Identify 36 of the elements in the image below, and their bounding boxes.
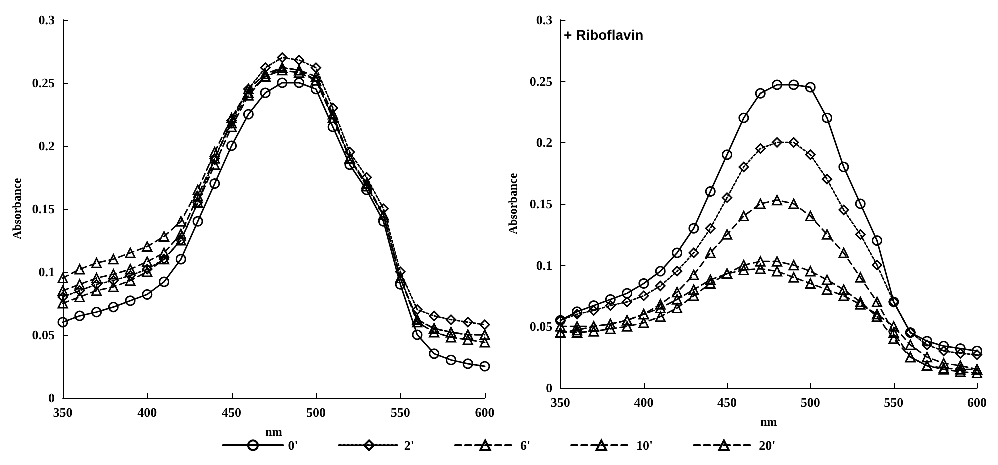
- y-axis-title: Absorbance: [506, 172, 520, 235]
- y-tick-label: 0.25: [32, 76, 56, 90]
- y-tick-label: 0.05: [530, 319, 554, 334]
- y-tick-label: 0.15: [32, 202, 56, 216]
- x-tick-label: 550: [390, 405, 410, 420]
- x-tick-label: 350: [53, 405, 73, 420]
- x-tick-label: 550: [884, 395, 904, 410]
- x-tick-label: 400: [634, 395, 654, 410]
- x-tick-label: 450: [222, 405, 242, 420]
- legend-label: 20': [759, 438, 776, 453]
- x-tick-label: 400: [138, 405, 158, 420]
- x-tick-label: 600: [475, 405, 495, 420]
- y-tick-label: 0.1: [38, 264, 55, 280]
- x-tick-label: 350: [550, 395, 570, 410]
- y-tick-label: 0.05: [32, 328, 56, 342]
- y-tick-label: 0.15: [530, 196, 554, 212]
- y-tick-label: 0.3: [38, 12, 56, 28]
- y-tick-label: 0.2: [536, 135, 553, 150]
- x-tick-label: 500: [800, 395, 820, 410]
- y-axis-title: Absorbance: [10, 178, 24, 240]
- x-tick-label: 450: [718, 395, 738, 410]
- annotation: + Riboflavin: [564, 27, 644, 43]
- x-tick-label: 600: [968, 395, 987, 410]
- y-tick-label: 0: [48, 390, 55, 406]
- x-axis-title: nm: [266, 425, 282, 439]
- legend-label: 6': [520, 438, 531, 453]
- y-tick-label: 0.1: [536, 258, 553, 273]
- y-tick-label: 0.25: [530, 74, 554, 89]
- y-tick-label: 0.3: [536, 12, 554, 28]
- legend-label: 10': [636, 438, 654, 453]
- y-tick-label: 0: [546, 380, 553, 396]
- legend-label: 2': [404, 438, 414, 453]
- x-tick-label: 500: [306, 405, 326, 420]
- x-axis-title: nm: [760, 415, 778, 429]
- y-tick-label: 0.2: [38, 138, 55, 154]
- legend-label: 0': [288, 438, 298, 453]
